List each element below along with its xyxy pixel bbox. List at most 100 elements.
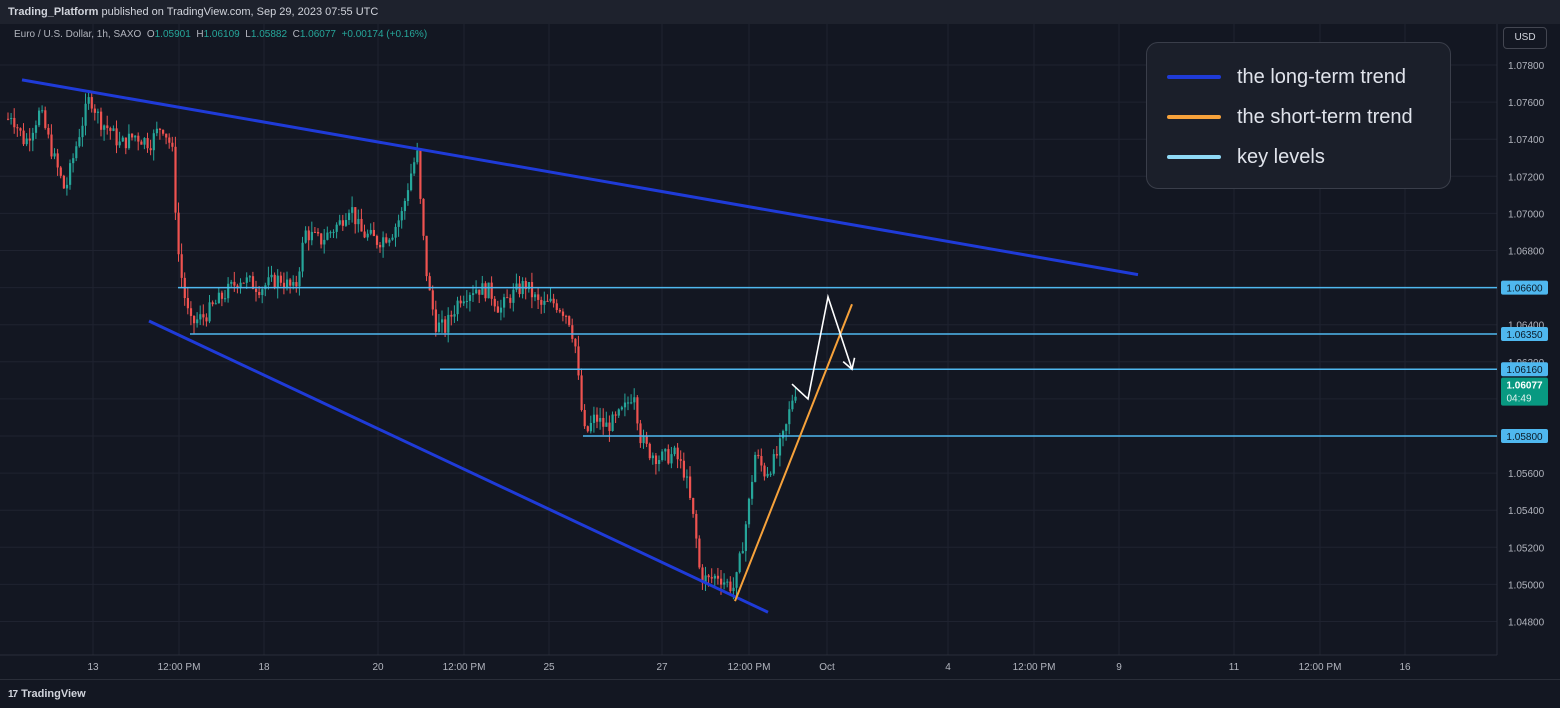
candle-body [577,346,580,376]
candle-body [87,97,90,104]
candle-body [13,117,16,128]
candle-body [248,276,251,278]
tradingview-logo-icon: 17 [8,688,18,700]
candle-body [134,135,137,138]
candle-body [698,538,701,568]
candle-body [65,184,69,189]
candle-body [623,402,627,408]
candle-body [289,279,292,286]
tradingview-logo[interactable]: 17 TradingView [8,688,86,700]
candle-body [667,449,670,464]
symbol-name[interactable]: Euro / U.S. Dollar, 1h, SAXO [14,29,142,40]
candle-body [419,150,422,199]
x-tick-label: 12:00 PM [158,662,201,673]
candle-body [769,473,772,475]
y-tick-label: 1.07400 [1508,135,1545,146]
candle-body [168,137,171,143]
legend-item-short-term: the short-term trend [1167,104,1413,130]
low-label: L [245,29,251,40]
candle-body [38,110,41,126]
candle-body [422,198,425,236]
publish-header: Trading_Platform published on TradingVie… [0,0,1560,24]
x-tick-label: 9 [1116,662,1122,673]
publisher-name[interactable]: Trading_Platform [8,6,99,18]
candle-body [106,125,109,129]
candle-body [391,237,394,240]
candle-body [369,229,372,234]
candle-body [304,230,307,243]
candle-body [279,275,282,283]
candle-body [25,138,28,145]
tradingview-brand: TradingView [21,688,86,700]
candle-body [481,283,484,295]
candle-body [599,417,602,422]
candle-body [462,301,465,304]
candle-body [127,133,131,149]
legend-label-short-term: the short-term trend [1237,105,1413,128]
candle-body [447,314,450,333]
x-tick-label: Oct [819,662,835,673]
candle-body [109,128,112,131]
candle-body [648,443,651,459]
candle-body [664,449,667,452]
candle-body [158,128,162,130]
candle-body [592,414,596,423]
candle-body [323,239,326,245]
candle-body [465,300,468,302]
candle-body [555,303,558,311]
candle-body [633,397,636,403]
change-value: +0.00174 (+0.16%) [341,29,428,40]
candle-body [261,289,264,296]
candle-body [220,292,224,299]
candle-body [788,409,791,425]
candle-body [682,460,685,478]
candle-body [217,292,220,304]
candle-body [239,282,242,288]
candle-body [549,298,552,302]
candle-body [403,201,406,212]
y-tick-label: 1.07200 [1508,172,1545,183]
candle-body [292,282,295,286]
candle-body [341,220,344,226]
candle-body [258,291,261,296]
candle-body [608,422,611,432]
candle-body [186,298,189,309]
candle-body [661,451,664,461]
candle-body [757,454,760,457]
candle-body [468,294,472,301]
candle-body [72,158,75,164]
candle-body [165,133,168,138]
candle-body [775,454,778,456]
legend-label-key-levels: key levels [1237,145,1325,168]
candle-body [785,424,788,431]
candle-body [53,153,56,157]
candle-body [332,231,335,233]
candle-body [459,300,462,304]
candle-body [146,138,149,149]
candle-body [707,575,710,578]
candle-body [69,163,72,185]
candle-body [627,402,630,404]
y-tick-label: 1.05000 [1508,580,1545,591]
candle-body [16,127,19,129]
candle-body [363,231,366,238]
candle-body [565,315,568,317]
x-tick-label: 11 [1229,662,1240,673]
x-tick-label: 27 [656,662,668,673]
key-level-label: 1.06600 [1506,284,1543,295]
candle-body [568,316,571,326]
currency-button[interactable]: USD [1503,27,1547,49]
candle-body [62,175,65,189]
candle-body [413,162,416,174]
candle-body [205,317,208,322]
candle-body [59,167,62,176]
candle-body [416,150,419,163]
candle-body [574,338,577,347]
candle-body [726,581,729,583]
candle-body [453,314,456,317]
close-label: C [292,29,300,40]
candle-body [506,297,509,299]
candle-body [171,142,174,147]
x-tick-label: 12:00 PM [443,662,486,673]
candle-body [152,133,155,151]
